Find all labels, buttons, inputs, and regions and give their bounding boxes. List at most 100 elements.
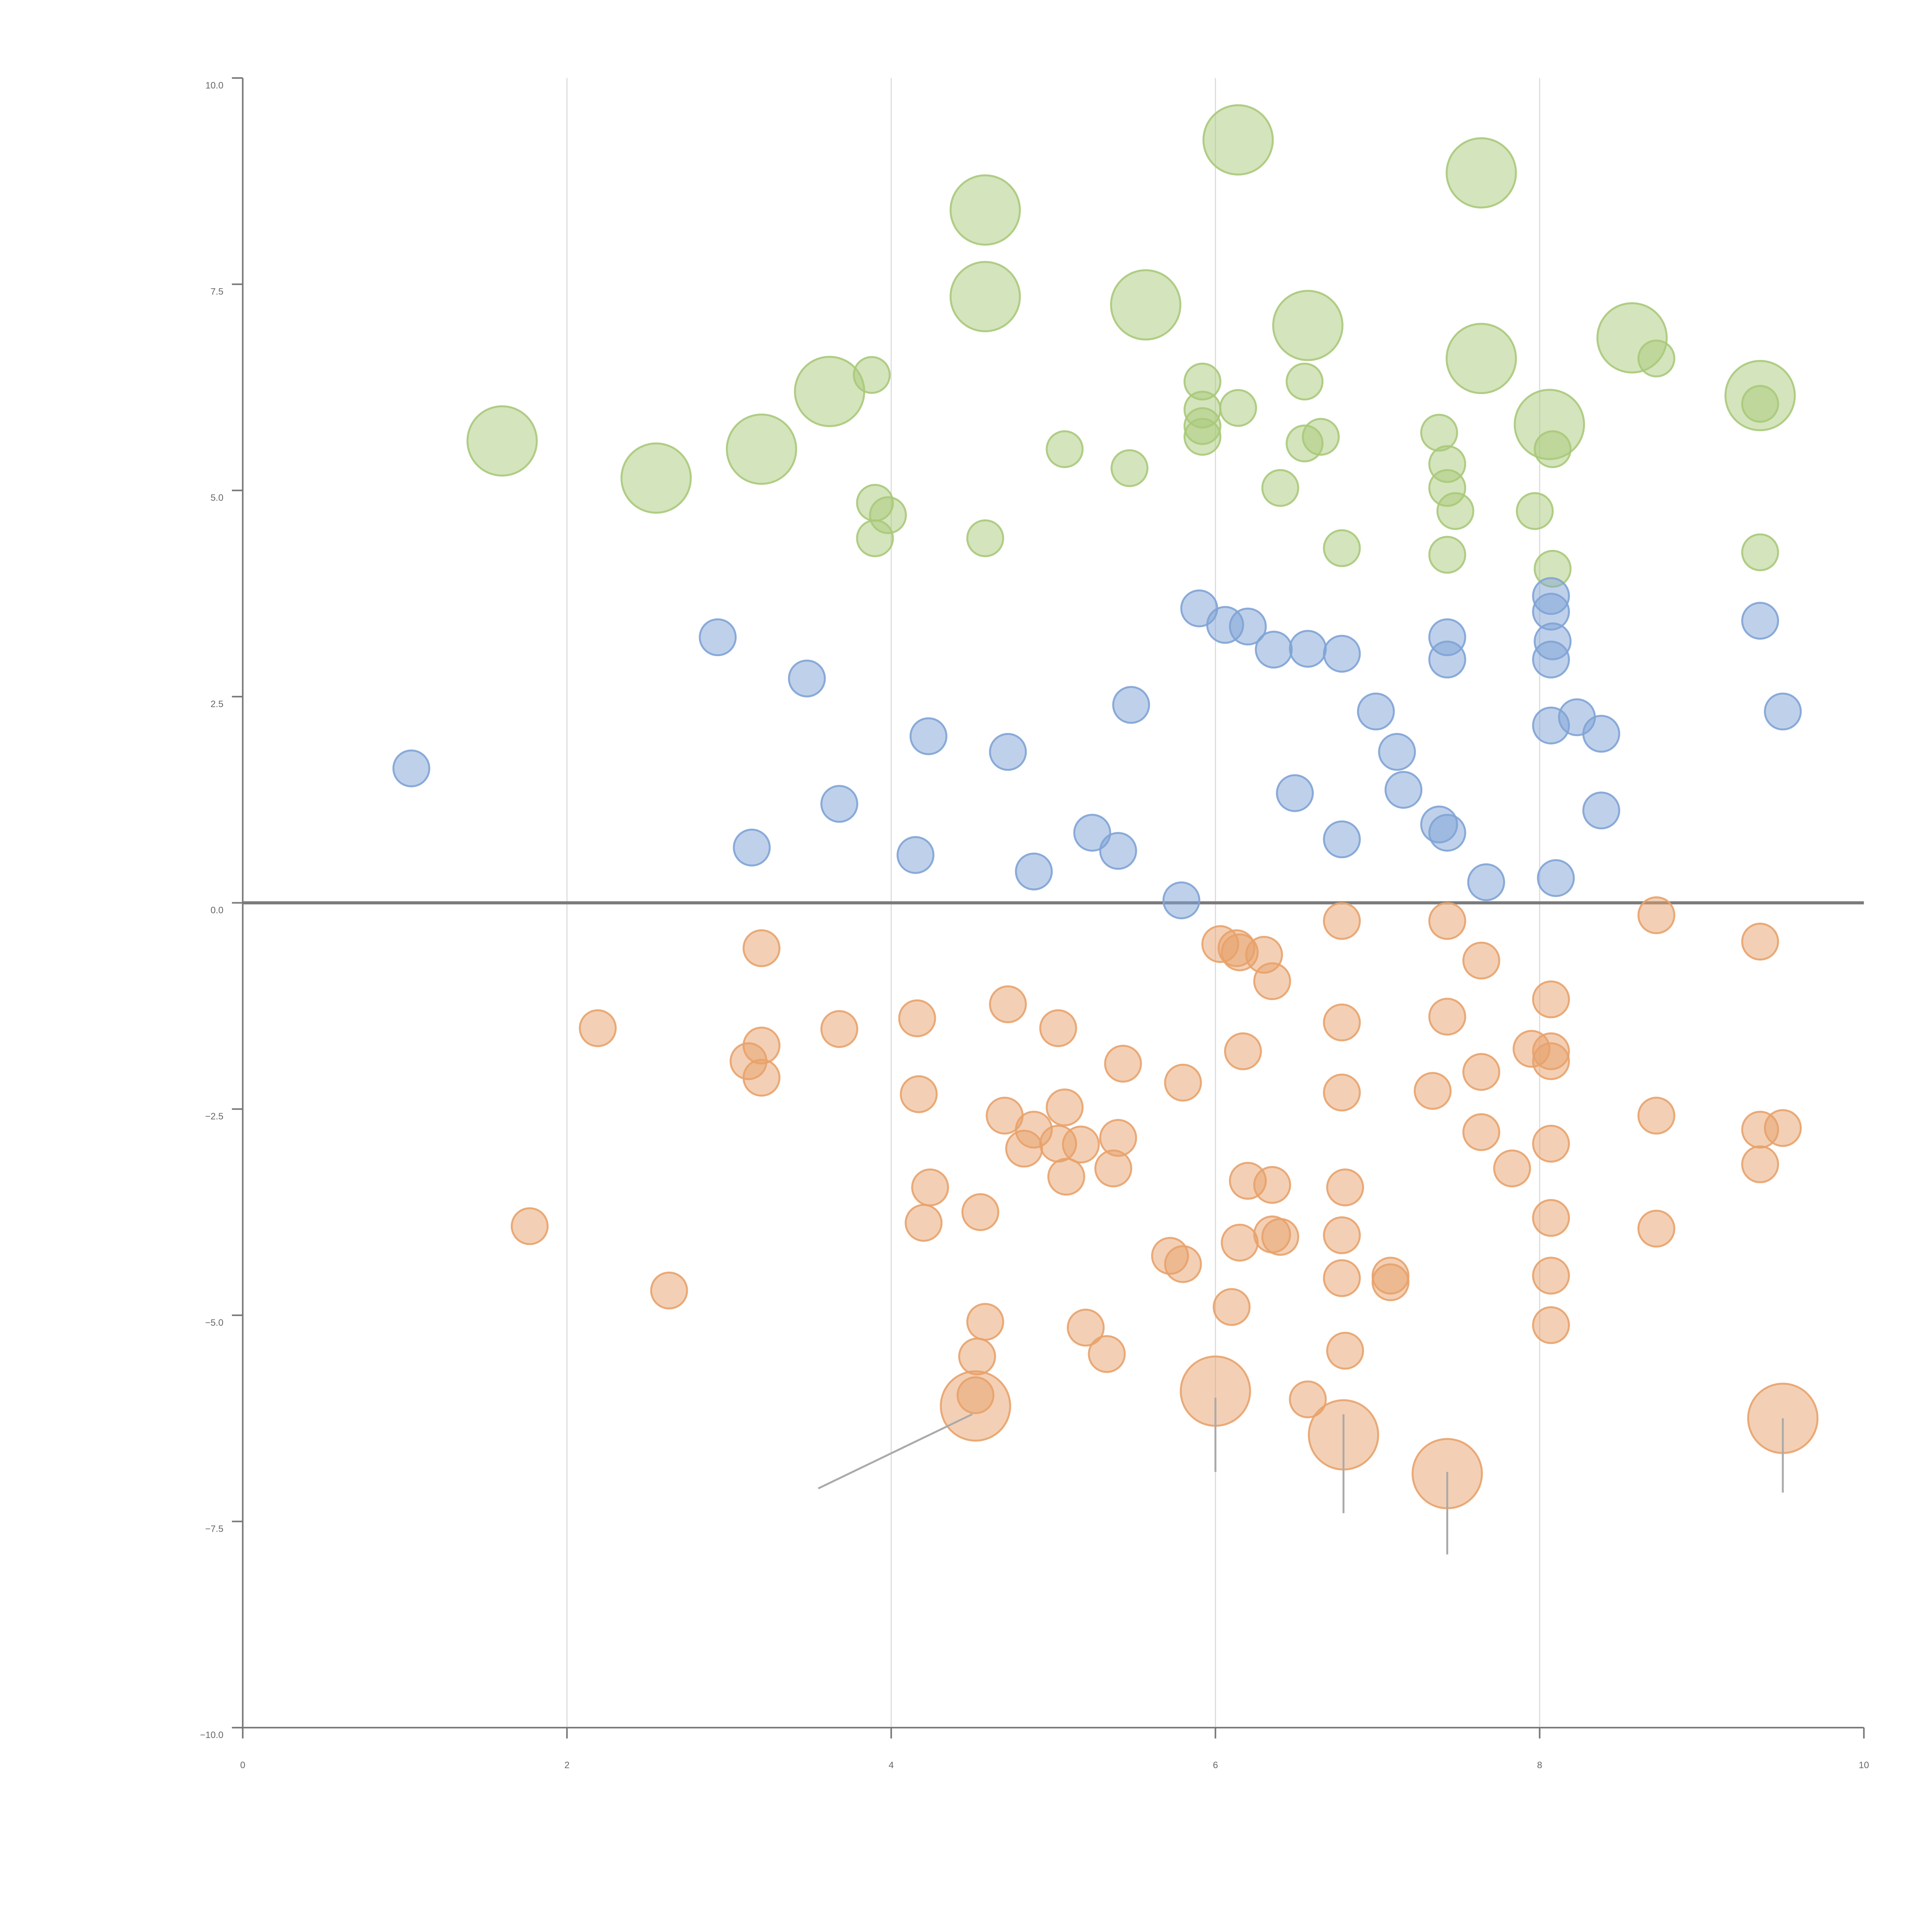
y-tick-label: 5.0 <box>211 493 223 503</box>
data-point-series-1 <box>949 174 1021 246</box>
data-point-series-2 <box>788 659 826 697</box>
data-point-series-3 <box>1741 922 1779 961</box>
data-point-series-3 <box>940 1370 1011 1442</box>
data-point-series-1 <box>1302 418 1340 456</box>
data-point-series-2 <box>1323 634 1361 673</box>
data-point-series-1 <box>966 519 1004 558</box>
data-point-series-3 <box>1637 896 1675 934</box>
data-point-series-3 <box>966 1303 1004 1341</box>
data-point-series-3 <box>1323 1259 1361 1297</box>
data-point-series-3 <box>1462 1113 1500 1151</box>
data-point-series-3 <box>742 929 781 967</box>
data-point-series-2 <box>1255 631 1293 669</box>
data-point-series-2 <box>1162 881 1201 920</box>
data-point-series-3 <box>1323 1216 1361 1254</box>
data-point-series-3 <box>1104 1044 1142 1083</box>
data-point-series-3 <box>898 999 936 1037</box>
data-point-series-2 <box>1384 771 1423 809</box>
data-point-series-3 <box>579 1009 617 1047</box>
data-point-series-2 <box>1289 630 1327 668</box>
data-point-series-3 <box>1253 962 1291 1000</box>
data-point-series-2 <box>1741 602 1779 640</box>
data-point-series-3 <box>1326 1168 1364 1206</box>
data-point-series-3 <box>1047 1158 1085 1196</box>
x-tick-label: 8 <box>1537 1760 1542 1770</box>
x-tick-label: 2 <box>565 1760 570 1770</box>
data-point-series-3 <box>1532 1124 1570 1163</box>
data-point-series-3 <box>1371 1263 1410 1301</box>
data-point-series-1 <box>1272 290 1344 361</box>
data-point-series-2 <box>1015 852 1053 891</box>
data-point-series-3 <box>742 1026 781 1065</box>
data-point-series-3 <box>1764 1109 1802 1147</box>
data-point-series-2 <box>989 733 1027 771</box>
y-tick-label: 10.0 <box>205 80 223 91</box>
data-point-series-3 <box>1493 1149 1531 1187</box>
data-point-series-3 <box>905 1204 943 1242</box>
data-point-series-3 <box>1323 902 1361 940</box>
data-point-series-1 <box>726 413 798 485</box>
data-point-series-3 <box>961 1193 1000 1231</box>
data-point-series-2 <box>1428 640 1466 679</box>
axes <box>232 77 1865 1739</box>
data-point-series-3 <box>1224 1032 1262 1070</box>
data-point-series-3 <box>989 985 1027 1024</box>
data-point-series-3 <box>1741 1145 1779 1184</box>
data-point-series-3 <box>1428 902 1466 940</box>
data-point-series-3 <box>900 1075 938 1113</box>
data-point-series-1 <box>1286 362 1324 401</box>
data-point-series-3 <box>1221 1224 1259 1262</box>
data-point-series-2 <box>1112 686 1150 724</box>
tick-labels: 0 2 4 6 8 10 10.0 7.5 5.0 2.5 0.0 −2.5 −5.0 −7.5 −10.0 <box>200 80 1869 1770</box>
x-tick-label: 0 <box>240 1760 245 1770</box>
data-point-series-3 <box>1066 1308 1105 1347</box>
data-point-series-3 <box>958 1337 996 1376</box>
data-point-series-2 <box>392 749 430 787</box>
data-point-series-1 <box>1741 385 1779 423</box>
data-point-series-2 <box>1073 814 1111 852</box>
data-point-series-2 <box>733 828 771 867</box>
x-tick-label: 10 <box>1859 1760 1869 1770</box>
leader-line <box>818 1413 973 1490</box>
data-point-series-2 <box>896 836 935 874</box>
data-point-series-1 <box>869 496 907 534</box>
data-point-series-3 <box>1462 941 1500 980</box>
data-point-series-1 <box>1110 269 1182 341</box>
data-point-series-3 <box>1413 1072 1452 1110</box>
y-tick-label: 7.5 <box>211 287 223 297</box>
data-points <box>392 104 1819 1554</box>
data-point-series-2 <box>820 785 859 823</box>
data-point-series-2 <box>1276 774 1314 812</box>
data-point-series-1 <box>1219 389 1257 427</box>
data-point-series-3 <box>1532 1257 1570 1295</box>
data-point-series-3 <box>1046 1088 1084 1126</box>
data-point-series-1 <box>1046 430 1084 468</box>
y-tick-label: −2.5 <box>205 1111 223 1122</box>
data-point-series-2 <box>699 618 737 656</box>
data-point-series-1 <box>1202 104 1274 176</box>
data-point-series-2 <box>1323 820 1361 859</box>
data-point-series-1 <box>1420 413 1458 452</box>
data-point-series-1 <box>853 356 891 394</box>
data-point-series-2 <box>1532 640 1570 679</box>
data-point-series-3 <box>510 1207 549 1245</box>
data-point-series-3 <box>1088 1335 1126 1373</box>
data-point-series-1 <box>1534 430 1572 468</box>
y-tick-label: −5.0 <box>205 1318 223 1328</box>
data-point-series-1 <box>466 405 538 477</box>
data-point-series-3 <box>1532 980 1570 1019</box>
data-point-series-2 <box>1378 733 1416 771</box>
y-tick-label: −7.5 <box>205 1524 223 1534</box>
data-point-series-3 <box>1099 1119 1137 1157</box>
y-tick-label: 0.0 <box>211 905 223 916</box>
data-point-series-1 <box>1637 339 1675 378</box>
data-point-series-2 <box>909 717 947 755</box>
y-tick-label: −10.0 <box>200 1730 223 1740</box>
data-point-series-1 <box>1323 529 1361 567</box>
data-point-series-1 <box>1516 492 1554 530</box>
data-point-series-3 <box>1462 1053 1500 1091</box>
data-point-series-3 <box>742 1059 781 1097</box>
data-point-series-3 <box>1164 1063 1202 1102</box>
data-point-series-3 <box>1326 1332 1364 1370</box>
